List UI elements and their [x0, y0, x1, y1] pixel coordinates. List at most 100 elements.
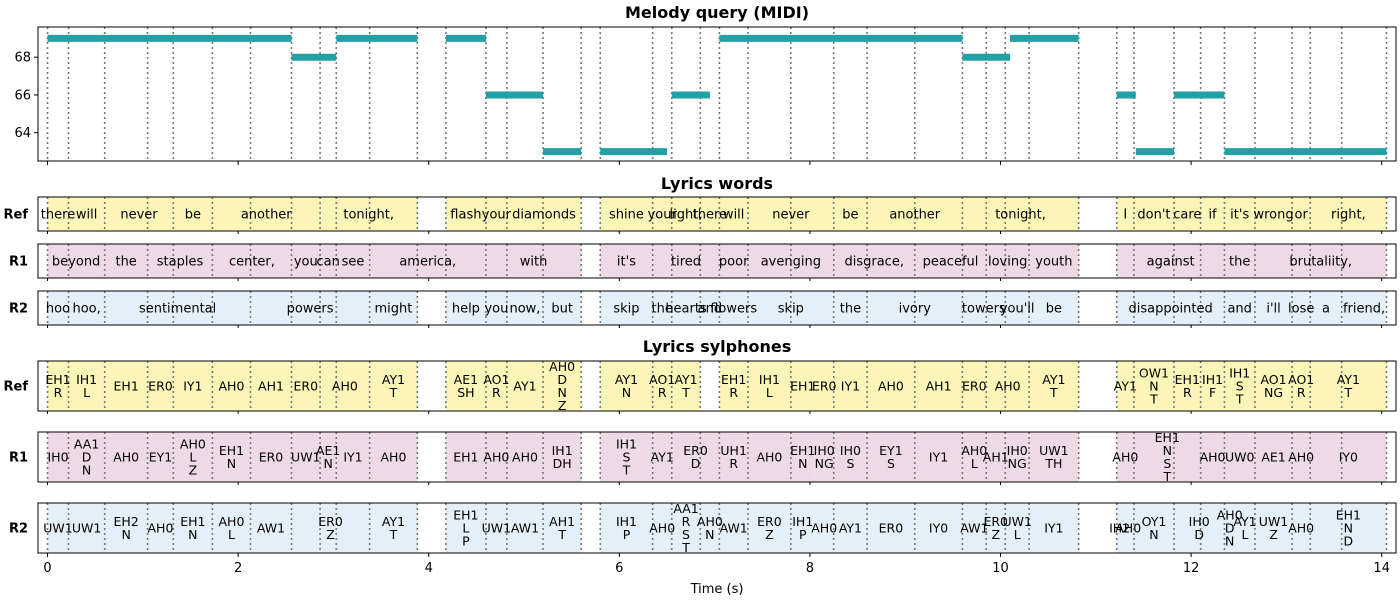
segment-bar [47, 503, 69, 553]
segment-label: hearts [665, 302, 707, 317]
segment-bar [652, 291, 672, 325]
segment-label: skip [778, 302, 804, 317]
segment-label: it's [1230, 208, 1249, 223]
segment-bar [962, 361, 987, 411]
segment-bar [1029, 432, 1079, 482]
row-label: R1 [9, 255, 28, 270]
segment-label: IH0 NG [1007, 443, 1028, 471]
segment-bar [445, 432, 486, 482]
segment-label: AO1 R [1288, 372, 1314, 400]
segment-label: AH0 L Z [180, 437, 206, 478]
segment-bar [1254, 291, 1293, 325]
segment-label: ER0 D [683, 443, 708, 471]
segment-bar [671, 503, 701, 553]
segment-label: AE1 [1261, 450, 1285, 465]
segment-bar [104, 244, 148, 278]
segment-bar [445, 291, 486, 325]
x-tick-label: 2 [234, 561, 242, 576]
row-frame [37, 502, 1397, 554]
segment-label: if [1208, 208, 1217, 223]
segment-bar [700, 503, 720, 553]
segment-bar [719, 432, 748, 482]
segment-bar [369, 432, 418, 482]
segment-bar [719, 244, 748, 278]
segment-bar [291, 432, 321, 482]
segment-bar [104, 432, 148, 482]
segment-bar [104, 197, 174, 231]
segment-bar [543, 432, 582, 482]
segment-bar [652, 432, 672, 482]
segment-bar [600, 503, 653, 553]
segment-label: poor [719, 255, 749, 270]
segment-label: or [1295, 208, 1309, 223]
segment-bar [833, 291, 868, 325]
segment-label: IY0 [1339, 450, 1358, 465]
segment-label: IH1 DH [552, 443, 573, 471]
segment-label: a [1322, 302, 1330, 317]
segment-label: america, [399, 255, 456, 270]
segment-label: beyond [52, 255, 100, 270]
segment-label: OW1 N T [1139, 366, 1169, 407]
segment-label: ER0 [879, 521, 904, 536]
segment-bar [1224, 197, 1255, 231]
row-frame [37, 243, 1397, 279]
segment-bar [173, 503, 213, 553]
segment-label: IH1 S T [1229, 366, 1250, 407]
segment-label: wrong [1253, 208, 1293, 223]
segment-bar [1310, 503, 1387, 553]
segment-label: you'll [1000, 302, 1035, 317]
segment-label: be [1046, 302, 1062, 317]
segment-bar [719, 361, 748, 411]
segment-label: hoo [46, 302, 70, 317]
segment-bar [1133, 503, 1174, 553]
segment-bar [700, 291, 720, 325]
segment-label: AY1 N [615, 372, 638, 400]
segment-label: flash [450, 208, 481, 223]
segment-bar [173, 197, 213, 231]
segment-label: light, [670, 208, 703, 223]
segment-label: center, [229, 255, 275, 270]
x-tick-label: 10 [992, 561, 1009, 576]
segment-label: another [889, 208, 940, 223]
segment-bar [1200, 197, 1225, 231]
segment-bar [833, 432, 868, 482]
segment-label: never [120, 208, 158, 223]
segment-label: AE1 N [316, 443, 340, 471]
x-tick-label: 0 [43, 561, 51, 576]
segment-label: powers [287, 302, 334, 317]
segment-label: AH0 [381, 450, 407, 465]
segment-bar [1254, 361, 1293, 411]
segment-label: the [840, 302, 861, 317]
segment-label: AH0 [1115, 521, 1141, 536]
segment-label: IY1 [1044, 521, 1063, 536]
segment-label: AH0 [756, 450, 782, 465]
pianoroll-frame [37, 26, 1397, 162]
segment-label: EY1 [149, 450, 173, 465]
segment-label: will [723, 208, 744, 223]
segment-bar [1292, 432, 1311, 482]
segment-label: it's [617, 255, 636, 270]
segment-label: IY1 [841, 379, 860, 394]
segment-bar [147, 432, 174, 482]
segment-label: ivory [899, 302, 932, 317]
segment-bar [1133, 197, 1174, 231]
segment-bar [600, 361, 653, 411]
segment-bar [833, 361, 868, 411]
segment-bar [485, 291, 507, 325]
segment-label: IH2 [1109, 521, 1130, 536]
segment-label: the [652, 302, 673, 317]
segment-label: UW1 Z [1259, 514, 1288, 542]
segment-bar [104, 503, 148, 553]
segment-bar [1116, 503, 1123, 553]
segment-bar [1224, 244, 1255, 278]
segment-bar [506, 432, 544, 482]
segment-bar [1224, 432, 1255, 482]
segment-label: AW1 [960, 521, 988, 536]
segment-label: don't [1137, 208, 1170, 223]
segment-label: EH1 R [45, 372, 70, 400]
segment-label: help [452, 302, 480, 317]
segment-bar [506, 361, 544, 411]
segment-bar [147, 503, 174, 553]
row-frame [37, 196, 1397, 232]
